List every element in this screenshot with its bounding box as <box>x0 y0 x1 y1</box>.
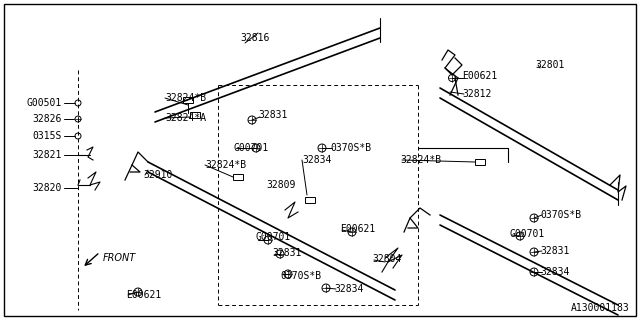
Text: 32831: 32831 <box>540 246 570 256</box>
Text: 32801: 32801 <box>535 60 564 70</box>
Text: 32804: 32804 <box>372 254 401 264</box>
Text: G00701: G00701 <box>234 143 269 153</box>
Text: 0370S*B: 0370S*B <box>280 271 321 281</box>
Text: 32910: 32910 <box>143 170 172 180</box>
Text: E00621: E00621 <box>126 290 161 300</box>
Text: 32824*A: 32824*A <box>165 113 206 123</box>
Text: 32809: 32809 <box>266 180 296 190</box>
Text: 32831: 32831 <box>272 248 301 258</box>
Text: FRONT: FRONT <box>103 253 136 263</box>
Text: 32824*B: 32824*B <box>400 155 441 165</box>
Bar <box>190 112 200 118</box>
Text: G00701: G00701 <box>510 229 545 239</box>
Bar <box>475 159 485 165</box>
Text: 32824*B: 32824*B <box>205 160 246 170</box>
Text: 32834: 32834 <box>302 155 332 165</box>
Text: 0370S*B: 0370S*B <box>540 210 581 220</box>
Bar <box>305 197 315 203</box>
Text: 0370S*B: 0370S*B <box>330 143 371 153</box>
Text: G00701: G00701 <box>256 232 291 242</box>
Text: G00501: G00501 <box>27 98 62 108</box>
Text: 32812: 32812 <box>462 89 492 99</box>
Text: 32821: 32821 <box>33 150 62 160</box>
Bar <box>233 174 243 180</box>
Bar <box>183 97 193 103</box>
Text: 32816: 32816 <box>240 33 269 43</box>
Text: 32834: 32834 <box>540 267 570 277</box>
Text: 32820: 32820 <box>33 183 62 193</box>
Text: 32834: 32834 <box>334 284 364 294</box>
Text: E00621: E00621 <box>462 71 497 81</box>
Text: E00621: E00621 <box>340 224 375 234</box>
Text: 32826: 32826 <box>33 114 62 124</box>
Text: A130001183: A130001183 <box>572 303 630 313</box>
Text: 32824*B: 32824*B <box>165 93 206 103</box>
Text: 32831: 32831 <box>258 110 287 120</box>
Text: 0315S: 0315S <box>33 131 62 141</box>
